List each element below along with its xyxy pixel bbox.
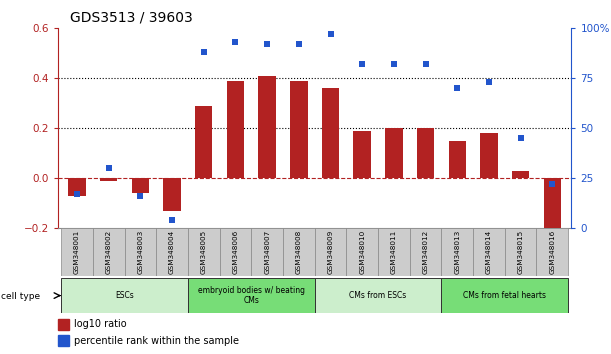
Bar: [132, 178, 149, 193]
Text: GSM348009: GSM348009: [327, 230, 334, 274]
Point: [516, 136, 525, 141]
Text: CMs from ESCs: CMs from ESCs: [349, 291, 407, 300]
Bar: [156, 228, 188, 276]
Text: GSM348003: GSM348003: [137, 230, 144, 274]
Point: [420, 62, 430, 67]
Bar: [219, 228, 251, 276]
Point: [547, 182, 557, 187]
Bar: [58, 319, 69, 330]
Point: [452, 86, 462, 91]
Bar: [378, 228, 410, 276]
Bar: [385, 129, 403, 178]
Bar: [322, 88, 339, 178]
Text: GDS3513 / 39603: GDS3513 / 39603: [70, 11, 193, 25]
Bar: [448, 141, 466, 178]
Point: [357, 62, 367, 67]
Point: [167, 217, 177, 223]
Text: GSM348012: GSM348012: [423, 230, 428, 274]
Text: GSM348015: GSM348015: [518, 230, 524, 274]
Bar: [195, 106, 213, 178]
Bar: [536, 228, 568, 276]
Bar: [410, 228, 441, 276]
Point: [230, 40, 240, 45]
Bar: [512, 171, 529, 178]
Bar: [354, 131, 371, 178]
Bar: [346, 228, 378, 276]
Bar: [188, 278, 315, 313]
Bar: [163, 178, 181, 211]
Bar: [505, 228, 536, 276]
Bar: [480, 133, 497, 178]
Bar: [125, 228, 156, 276]
Text: GSM348005: GSM348005: [201, 230, 207, 274]
Point: [104, 166, 114, 171]
Bar: [283, 228, 315, 276]
Text: GSM348010: GSM348010: [359, 230, 365, 274]
Bar: [61, 278, 188, 313]
Text: log10 ratio: log10 ratio: [75, 319, 127, 329]
Text: CMs from fetal hearts: CMs from fetal hearts: [463, 291, 546, 300]
Bar: [290, 81, 307, 178]
Text: cell type: cell type: [1, 292, 40, 301]
Bar: [58, 335, 69, 346]
Bar: [188, 228, 219, 276]
Bar: [93, 228, 125, 276]
Bar: [441, 228, 473, 276]
Bar: [68, 178, 86, 196]
Point: [484, 80, 494, 85]
Point: [389, 62, 399, 67]
Bar: [227, 81, 244, 178]
Bar: [441, 278, 568, 313]
Text: GSM348013: GSM348013: [454, 230, 460, 274]
Bar: [258, 76, 276, 178]
Bar: [473, 228, 505, 276]
Bar: [100, 178, 117, 181]
Point: [199, 50, 209, 55]
Bar: [61, 228, 93, 276]
Text: GSM348006: GSM348006: [232, 230, 238, 274]
Text: ESCs: ESCs: [115, 291, 134, 300]
Text: GSM348002: GSM348002: [106, 230, 112, 274]
Text: GSM348004: GSM348004: [169, 230, 175, 274]
Text: embryoid bodies w/ beating
CMs: embryoid bodies w/ beating CMs: [198, 286, 305, 305]
Bar: [544, 178, 561, 249]
Bar: [315, 228, 346, 276]
Text: GSM348014: GSM348014: [486, 230, 492, 274]
Text: GSM348007: GSM348007: [264, 230, 270, 274]
Point: [326, 32, 335, 37]
Text: GSM348016: GSM348016: [549, 230, 555, 274]
Text: GSM348001: GSM348001: [74, 230, 80, 274]
Bar: [417, 129, 434, 178]
Bar: [315, 278, 441, 313]
Point: [294, 41, 304, 47]
Point: [136, 194, 145, 199]
Point: [262, 41, 272, 47]
Text: GSM348011: GSM348011: [391, 230, 397, 274]
Bar: [251, 228, 283, 276]
Text: GSM348008: GSM348008: [296, 230, 302, 274]
Point: [72, 192, 82, 197]
Text: percentile rank within the sample: percentile rank within the sample: [75, 336, 240, 346]
